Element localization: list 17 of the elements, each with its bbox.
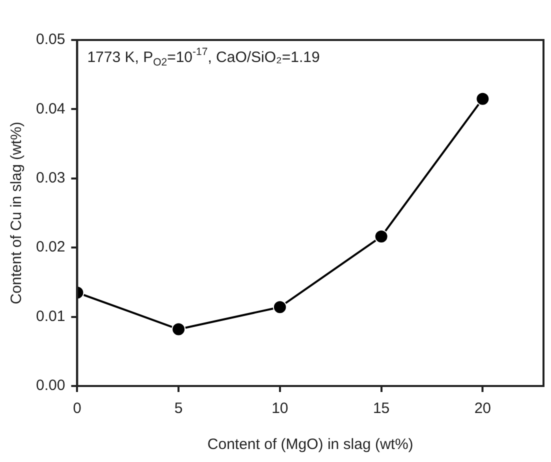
point bbox=[374, 230, 388, 244]
y-tick-label: 0.05 bbox=[36, 31, 66, 48]
point bbox=[172, 322, 186, 336]
x-tick-label: 15 bbox=[372, 400, 390, 418]
point bbox=[476, 92, 490, 106]
y-tick-label: 0.04 bbox=[36, 100, 66, 118]
y-axis-title: Content of Cu in slag (wt%) bbox=[8, 122, 26, 304]
y-tick-label: 0.01 bbox=[36, 308, 66, 325]
x-tick-label: 5 bbox=[174, 400, 183, 418]
x-axis-title: Content of (MgO) in slag (wt%) bbox=[207, 436, 414, 454]
y-tick-label: 0.00 bbox=[36, 377, 66, 394]
y-tick-label: 0.03 bbox=[36, 170, 66, 187]
x-tick-label: 0 bbox=[73, 400, 82, 418]
y-tick-label: 0.02 bbox=[36, 238, 66, 256]
point bbox=[272, 300, 287, 314]
x-tick-label: 20 bbox=[474, 400, 492, 418]
x-tick-label: 10 bbox=[272, 400, 288, 418]
